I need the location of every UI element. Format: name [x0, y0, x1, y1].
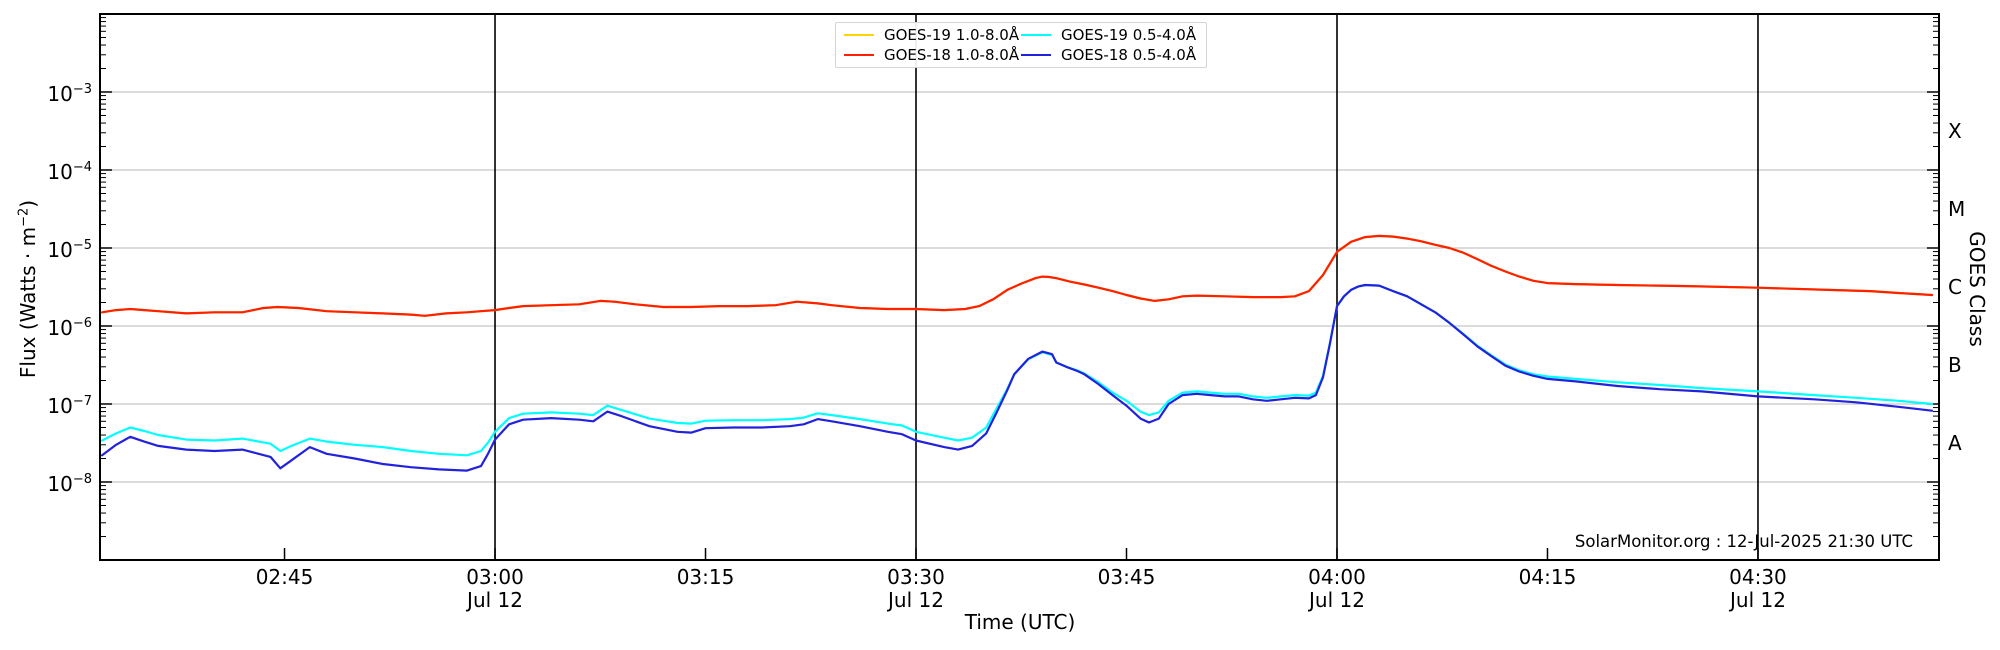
x-tick-label-0245: 02:45 — [255, 565, 314, 589]
x-tick-date-label: Jul 12 — [467, 588, 523, 612]
legend-label: GOES-18 1.0-8.0Å — [884, 46, 1020, 64]
legend-item-goes18-long: GOES-18 1.0-8.0Å — [844, 46, 1021, 64]
series-line-goes-18-0-5-4-0- — [100, 283, 1934, 472]
legend-line-swatch-yellow — [844, 34, 874, 36]
legend-line-swatch-blue — [1021, 54, 1051, 56]
x-tick-label-0330: 03:30 — [887, 565, 945, 589]
x-tick-label-0300: 03:00 — [466, 565, 524, 589]
y-axis-title-flux: Flux (Watts · m−2) — [16, 9, 40, 569]
legend-label: GOES-19 0.5-4.0Å — [1061, 26, 1197, 44]
goes-class-label-m: M — [1948, 197, 1966, 221]
legend-label: GOES-19 1.0-8.0Å — [884, 26, 1020, 44]
y-tick-label-1e-6: 10−6 — [47, 315, 92, 340]
y-axis-title-superscript: −2 — [16, 207, 32, 227]
plot-border — [99, 13, 1940, 561]
x-tick-label-0345: 03:45 — [1097, 565, 1156, 589]
x-tick-label-0430: 04:30 — [1729, 565, 1787, 589]
y-tick-label-1e-3: 10−3 — [47, 81, 92, 106]
x-tick-label-0315: 03:15 — [676, 565, 735, 589]
legend-item-goes19-short: GOES-19 0.5-4.0Å — [1021, 26, 1198, 44]
goes-class-label-a: A — [1948, 431, 1962, 455]
goes-class-label-x: X — [1948, 119, 1962, 143]
x-tick-label-0415: 04:15 — [1518, 565, 1577, 589]
y-tick-label-1e-7: 10−7 — [47, 393, 92, 418]
y-tick-label-1e-4: 10−4 — [47, 159, 92, 184]
y-axis-title-prefix: Flux (Watts · m — [16, 226, 40, 379]
x-tick-date-label: Jul 12 — [1309, 588, 1365, 612]
series-line-goes-18-1-0-8-0- — [100, 234, 1934, 317]
x-tick-date-label: Jul 12 — [1730, 588, 1786, 612]
legend-line-swatch-red — [844, 54, 874, 56]
legend-item-goes18-short: GOES-18 0.5-4.0Å — [1021, 46, 1198, 64]
attribution-text: SolarMonitor.org : 12-Jul-2025 21:30 UTC — [1574, 532, 1913, 551]
legend-item-goes19-long: GOES-19 1.0-8.0Å — [844, 26, 1021, 44]
x-tick-label-0400: 04:00 — [1308, 565, 1366, 589]
legend: GOES-19 1.0-8.0Å GOES-18 1.0-8.0Å GOES-1… — [835, 22, 1207, 68]
y-tick-label-1e-5: 10−5 — [47, 237, 92, 262]
y-axis-title-goes-class: GOES Class — [1965, 231, 1989, 347]
x-tick-date-label: Jul 12 — [888, 588, 944, 612]
y-axis-title-suffix: ) — [16, 199, 40, 208]
y-tick-label-1e-8: 10−8 — [47, 471, 92, 496]
legend-line-swatch-cyan — [1021, 34, 1051, 36]
goes-class-label-c: C — [1948, 275, 1962, 299]
goes-class-label-b: B — [1948, 353, 1962, 377]
legend-label: GOES-18 0.5-4.0Å — [1061, 46, 1197, 64]
x-axis-title: Time (UTC) — [964, 610, 1076, 634]
